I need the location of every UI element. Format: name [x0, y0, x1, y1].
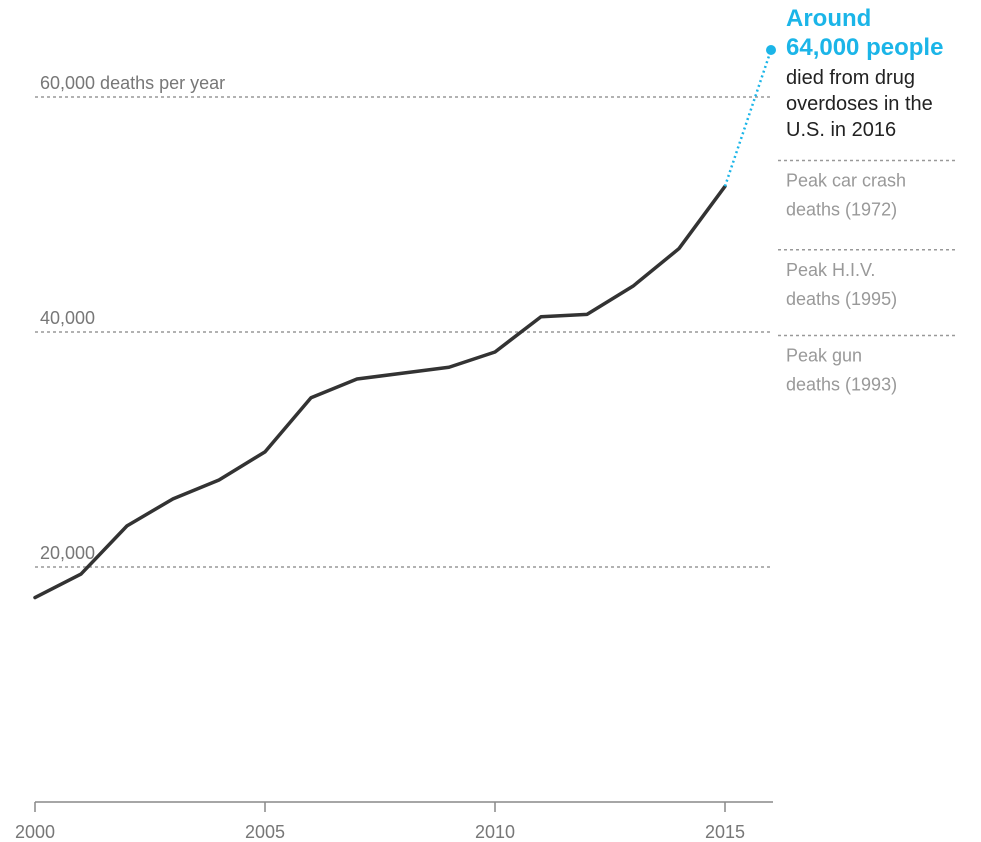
reference-label: deaths (1993): [786, 375, 897, 395]
x-axis: 2000 2005 2010 2015: [15, 801, 773, 842]
x-tick-label: 2010: [475, 822, 515, 842]
reference-label: Peak H.I.V.: [786, 260, 875, 280]
series-line-observed: [33, 184, 727, 600]
annotation-highlight: 64,000 people: [786, 34, 943, 61]
reference-label: Peak gun: [786, 346, 862, 366]
x-tick-label: 2015: [705, 822, 745, 842]
annotation-highlight: Around: [786, 5, 871, 32]
x-tick-label: 2005: [245, 822, 285, 842]
x-tick-label: 2000: [15, 822, 55, 842]
reference-label: deaths (1995): [786, 289, 897, 309]
gridline-label: 40,000: [40, 308, 95, 328]
reference-label: deaths (1972): [786, 199, 897, 219]
gridline-label: 20,000: [40, 543, 95, 563]
gridline-label: 60,000 deaths per year: [40, 73, 225, 93]
gridlines: 20,000 40,000 60,000 deaths per year: [35, 73, 773, 568]
data-point-2016: [766, 45, 776, 55]
series-line-estimate: [723, 49, 773, 187]
annotation-text: overdoses in the: [786, 93, 933, 115]
series: [33, 49, 773, 600]
annotation-text: U.S. in 2016: [786, 119, 896, 141]
reference-label: Peak car crash: [786, 170, 906, 190]
annotation-text: died from drug: [786, 67, 915, 89]
reference-lines: Peak car crash deaths (1972) Peak H.I.V. de…: [778, 159, 958, 395]
